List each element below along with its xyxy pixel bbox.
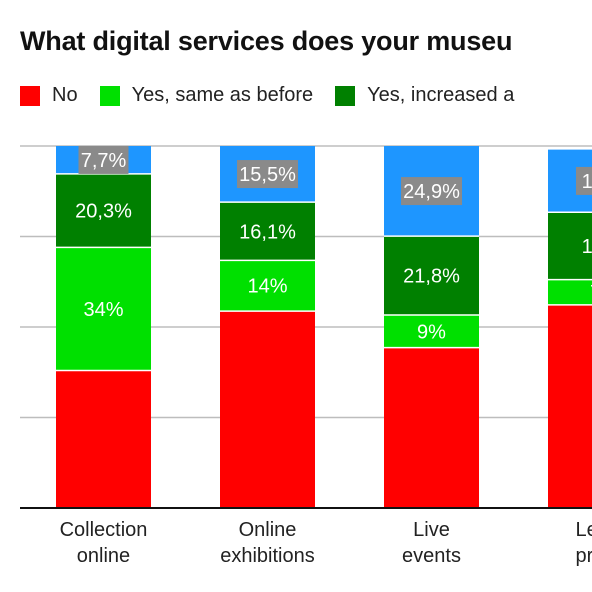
bar-segment — [56, 247, 151, 371]
chart-title: What digital services does your museu — [20, 26, 513, 56]
data-label: 7 — [590, 282, 592, 304]
bar-segment — [384, 315, 479, 348]
x-tick-label: Lear prog — [521, 517, 592, 569]
legend-label: No — [52, 84, 78, 106]
data-label-box — [401, 177, 462, 206]
bar-segment — [384, 347, 479, 508]
bar-segment — [548, 212, 592, 280]
data-label: 15,5% — [239, 164, 296, 186]
x-tick-label-line: Collection — [59, 519, 148, 541]
data-label-box — [576, 166, 592, 195]
legend-label: Yes, increased a — [367, 84, 515, 106]
data-label: 14% — [247, 276, 287, 298]
bar-segment — [220, 260, 315, 312]
data-label: 17, — [582, 171, 592, 193]
data-label-box — [78, 145, 129, 174]
data-label: 21,8% — [403, 266, 460, 288]
bar-segment — [56, 173, 151, 248]
x-tick-label-line: events — [402, 545, 461, 567]
x-tick-label-line: prog — [575, 545, 592, 567]
x-tick-label: Online exhibitions — [193, 517, 343, 569]
data-label-box — [237, 160, 298, 189]
data-label: 7,7% — [81, 150, 127, 172]
x-tick-label-line: online — [76, 545, 131, 567]
legend-swatch — [99, 85, 120, 106]
x-tick-label-line: exhibitions — [220, 545, 315, 567]
data-label: 9% — [417, 321, 446, 343]
x-tick-label: Live events — [357, 517, 507, 569]
bar-segment — [548, 279, 592, 305]
legend-item: Yes, increased a — [335, 84, 514, 107]
x-tick-label-line: Live — [413, 519, 450, 541]
data-label: 34% — [83, 299, 123, 321]
data-label: 24,9% — [403, 181, 460, 203]
bar-segment — [220, 202, 315, 261]
bar-segment — [384, 236, 479, 316]
data-label: 18, — [582, 236, 592, 258]
legend-swatch — [335, 85, 356, 106]
bar-segment — [56, 370, 151, 508]
legend-swatch — [20, 85, 40, 106]
data-label: 20,3% — [75, 201, 132, 223]
bar-segment — [548, 304, 592, 508]
x-tick-label-line: Online — [238, 519, 297, 541]
x-tick-label-line: Lear — [575, 519, 592, 541]
legend-item: No — [20, 84, 78, 107]
x-tick-label: Collection online — [29, 517, 179, 569]
bar-segment — [220, 311, 315, 508]
legend-item: Yes, same as before — [99, 84, 314, 107]
legend: No Yes, same as before Yes, increased a — [20, 84, 536, 107]
legend-label: Yes, same as before — [131, 84, 314, 106]
data-label: 16,1% — [239, 221, 296, 243]
